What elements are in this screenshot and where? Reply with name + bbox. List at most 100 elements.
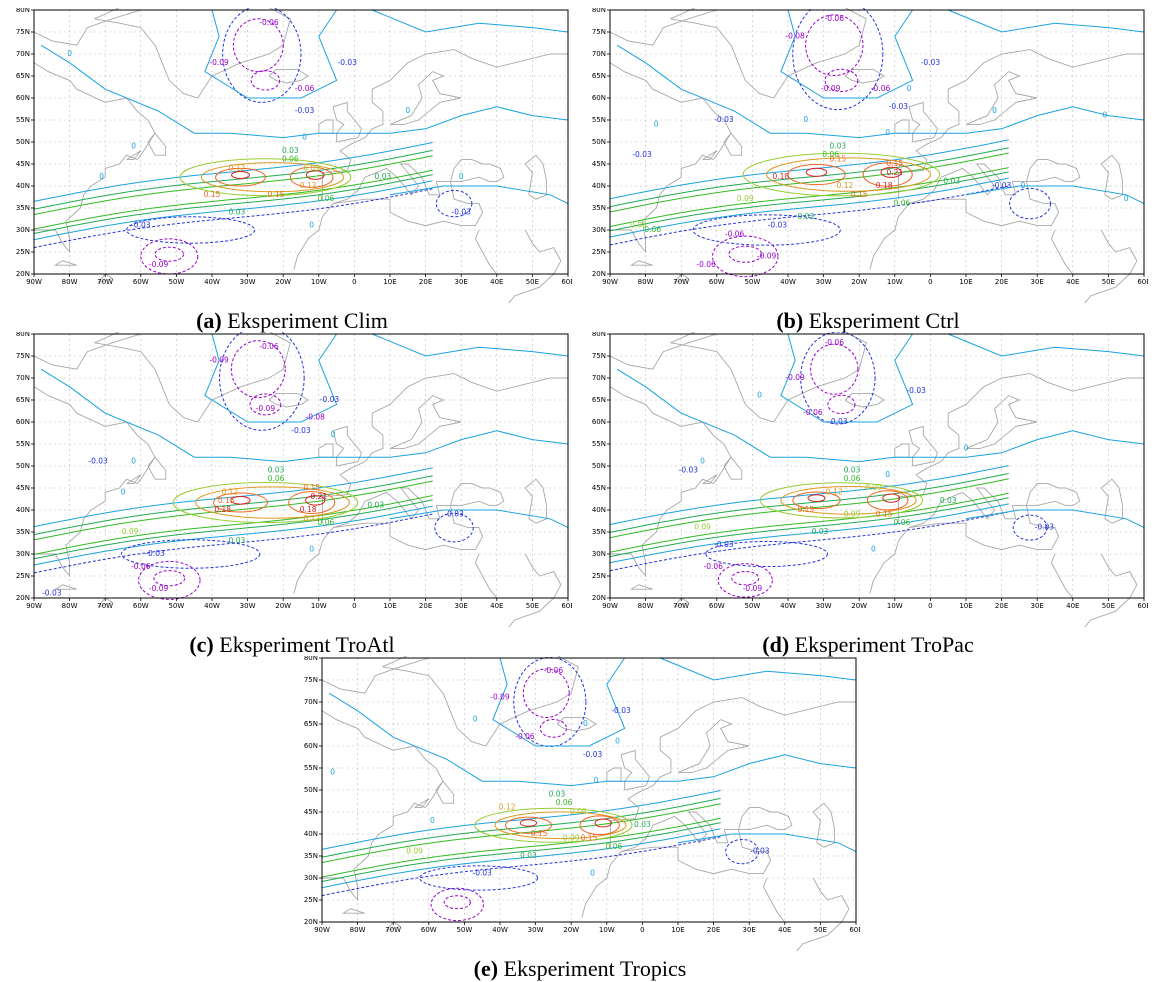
contour-line <box>609 177 1009 238</box>
coastline <box>53 584 77 590</box>
contour-line <box>435 189 473 218</box>
coastline <box>965 395 1038 449</box>
caption-letter: (b) <box>776 308 804 333</box>
contour-line <box>513 656 587 748</box>
lat-tick-label: 60N <box>304 742 318 750</box>
lat-tick-label: 75N <box>16 352 30 360</box>
contour-label: 0.03 <box>549 789 566 798</box>
contour-label: -0.06 <box>825 338 845 347</box>
contour-line <box>579 815 620 836</box>
lon-tick-label: 30W <box>816 278 832 286</box>
coastline <box>332 425 363 467</box>
contour-label: 0 <box>459 172 464 181</box>
lat-tick-label: 40N <box>16 506 30 514</box>
lat-tick-label: 80N <box>16 332 30 338</box>
lat-tick-label: 25N <box>304 896 318 904</box>
contour-label: 0.18 <box>773 172 790 181</box>
contour-line <box>880 166 902 178</box>
contour-line <box>731 571 760 586</box>
contour-line <box>609 465 1009 525</box>
contour-label: 0.09 <box>630 221 647 230</box>
lat-tick-label: 25N <box>16 248 30 256</box>
lon-tick-label: 10E <box>959 278 972 286</box>
contour-label: -0.09 <box>757 251 777 260</box>
lon-tick-label: 60W <box>709 278 725 286</box>
coastline <box>474 229 498 275</box>
contour-line <box>609 497 1009 558</box>
lat-tick-label: 30N <box>592 226 606 234</box>
lat-tick-label: 80N <box>592 8 606 14</box>
contour-label: -0.03 <box>131 221 151 230</box>
contour-label: 0.18 <box>214 505 231 514</box>
contour-label: 0.03 <box>229 536 246 545</box>
coastline <box>332 487 484 551</box>
contour-line <box>539 718 568 738</box>
contour-line <box>328 692 857 787</box>
contour-line <box>33 480 433 541</box>
contour-line <box>33 169 433 230</box>
contour-label: 0.15 <box>268 190 285 199</box>
lon-tick-label: 50W <box>744 278 760 286</box>
contour-label: 0.15 <box>829 155 846 164</box>
contour-label: -0.09 <box>743 584 763 593</box>
lon-tick-label: 30E <box>743 926 756 934</box>
contour-line <box>728 245 763 263</box>
coastline <box>508 553 562 627</box>
map-b: -0.06 -0.08 -0.03 -0.09 -0.06 -0.03 0 0 -0.03 0 -0… <box>592 8 1148 303</box>
lat-tick-label: 40N <box>304 830 318 838</box>
contour-label: -0.09 <box>490 693 510 702</box>
contour-label: 0.09 <box>122 527 139 536</box>
contour-label: 0.12 <box>303 514 320 523</box>
contour-label: 0.12 <box>229 163 246 172</box>
contour-line <box>609 511 1009 572</box>
contour-label: 0 <box>992 106 997 115</box>
contour-label: -0.03 <box>714 540 734 549</box>
coastline <box>702 150 718 161</box>
contour-label: 0.21 <box>886 168 903 177</box>
contour-line <box>1012 514 1048 541</box>
contour-line <box>305 170 325 180</box>
lat-tick-label: 40N <box>592 506 606 514</box>
contour-line <box>742 152 941 197</box>
lon-tick-label: 30W <box>528 926 544 934</box>
contour-label: 0 <box>885 128 890 137</box>
contour-label: 0.06 <box>844 474 861 483</box>
coastline <box>629 260 653 266</box>
coastline <box>126 474 142 485</box>
lon-tick-label: 30W <box>240 602 256 610</box>
coastline <box>581 851 622 918</box>
contour-label: 0 <box>121 487 126 496</box>
contour-label: 0.12 <box>499 803 516 812</box>
contour-label: 0.15 <box>204 190 221 199</box>
coastline <box>723 456 743 480</box>
lat-tick-label: 25N <box>592 572 606 580</box>
contour-label: -0.03 <box>992 181 1012 190</box>
contour-label: 0 <box>803 115 808 124</box>
contour-label: -0.03 <box>338 58 358 67</box>
contour-line <box>305 495 326 506</box>
coastline <box>1050 229 1074 275</box>
lon-tick-label: 20E <box>707 926 720 934</box>
lon-tick-label: 0 <box>352 602 356 610</box>
coastline <box>147 132 167 156</box>
contour-line <box>230 340 286 399</box>
lon-tick-label: 20E <box>995 278 1008 286</box>
contour-label: 0 <box>330 767 335 776</box>
coastline <box>677 719 750 773</box>
lat-tick-label: 50N <box>16 138 30 146</box>
contour-label: 0.06 <box>282 155 299 164</box>
caption-text: Eksperiment Tropics <box>503 956 687 981</box>
map-a: -0.06-0.09 -0.03-0.06-0.03 000.030.060.12 0… <box>16 8 572 303</box>
contour-line <box>492 657 626 747</box>
contour-label: 0.09 <box>303 163 320 172</box>
lon-tick-label: 20E <box>995 602 1008 610</box>
lat-tick-label: 25N <box>16 572 30 580</box>
lat-tick-label: 65N <box>16 72 30 80</box>
lat-tick-label: 20N <box>16 270 30 278</box>
lat-tick-label: 35N <box>592 528 606 536</box>
lat-tick-label: 60N <box>16 94 30 102</box>
caption-text: Eksperiment TroAtl <box>219 632 395 657</box>
contour-label: -0.06 <box>803 408 823 417</box>
contour-line <box>321 797 721 858</box>
contour-line <box>40 44 569 139</box>
